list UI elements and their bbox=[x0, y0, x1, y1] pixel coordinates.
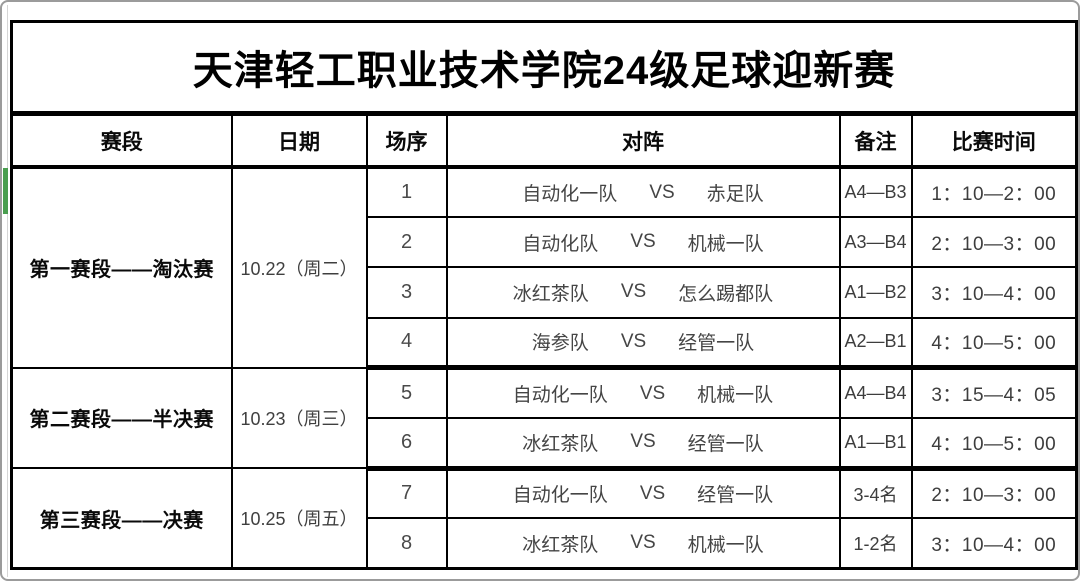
note-cell: A4—B3 bbox=[838, 166, 913, 219]
schedule-table: 天津轻工职业技术学院24级足球迎新赛 赛段 日期 场序 对阵 备注 比赛时间 第… bbox=[10, 20, 1079, 570]
home-team: 自动化队 bbox=[522, 233, 599, 255]
note-cell: A1—B1 bbox=[838, 416, 913, 471]
matchup-cell: 冰红茶队 VS 经管一队 bbox=[445, 416, 841, 471]
away-team: 赤足队 bbox=[706, 184, 764, 206]
matchup-cell: 冰红茶队 VS 机械一队 bbox=[445, 517, 841, 570]
time-cell: 4：10—5：00 bbox=[910, 316, 1078, 371]
away-team: 经管一队 bbox=[678, 333, 755, 355]
away-team: 机械一队 bbox=[697, 385, 774, 407]
match-row: 4 海参队 VS 经管一队 A2—B1 4：10—5：00 bbox=[12, 316, 1078, 371]
match-no-cell: 1 bbox=[365, 166, 448, 219]
match-row: 第二赛段——半决赛 10.23（周三） 5 自动化一队 VS 机械一队 A4—B… bbox=[10, 366, 1078, 470]
header-matchup: 对阵 bbox=[445, 112, 841, 170]
vs-label: VS bbox=[630, 231, 656, 253]
match-no-cell: 2 bbox=[365, 216, 448, 269]
match-row: 2 自动化队 VS 机械一队 A3—B4 2：10—3：00 bbox=[12, 216, 1078, 269]
matchup-cell: 自动化队 VS 机械一队 bbox=[445, 216, 841, 269]
match-no-cell: 4 bbox=[365, 316, 448, 371]
vs-label: VS bbox=[649, 181, 675, 203]
match-no-cell: 3 bbox=[365, 266, 448, 319]
time-cell: 3：10—4：00 bbox=[910, 266, 1078, 319]
time-cell: 3：10—4：00 bbox=[910, 517, 1078, 570]
header-stage: 赛段 bbox=[10, 112, 233, 170]
note-cell: A1—B2 bbox=[838, 266, 913, 319]
match-no-cell: 6 bbox=[365, 416, 448, 471]
match-no-cell: 7 bbox=[365, 467, 448, 520]
time-cell: 2：10—3：00 bbox=[910, 216, 1078, 269]
matchup-cell: 自动化一队 VS 机械一队 bbox=[445, 366, 841, 419]
header-date: 日期 bbox=[230, 112, 368, 170]
home-team: 冰红茶队 bbox=[522, 433, 599, 455]
home-team: 自动化一队 bbox=[512, 485, 608, 507]
home-team: 海参队 bbox=[531, 333, 589, 355]
page-title: 天津轻工职业技术学院24级足球迎新赛 bbox=[10, 20, 1078, 117]
vs-label: VS bbox=[620, 281, 647, 303]
time-cell: 3：15—4：05 bbox=[910, 366, 1078, 419]
note-cell: A4—B4 bbox=[838, 366, 913, 419]
match-row: 第一赛段——淘汰赛 10.22（周二） 1 自动化一队 VS 赤足队 A4—B3… bbox=[10, 166, 1078, 369]
header-order: 场序 bbox=[365, 112, 448, 170]
away-team: 经管一队 bbox=[687, 433, 764, 455]
header-note: 备注 bbox=[838, 112, 913, 170]
match-row: 3 冰红茶队 VS 怎么踢都队 A1—B2 3：10—4：00 bbox=[12, 266, 1078, 319]
stage-cell: 第二赛段——半决赛 bbox=[10, 366, 233, 470]
sheet-gutter-line bbox=[7, 5, 8, 577]
match-row: 第三赛段——决赛 10.25（周五） 7 自动化一队 VS 经管一队 3-4名 … bbox=[10, 467, 1078, 570]
home-team: 冰红茶队 bbox=[512, 283, 589, 305]
matchup-cell: 海参队 VS 经管一队 bbox=[445, 316, 841, 371]
match-no-cell: 5 bbox=[365, 366, 448, 419]
note-cell: 1-2名 bbox=[838, 517, 913, 570]
match-row: 8 冰红茶队 VS 机械一队 1-2名 3：10—4：00 bbox=[12, 517, 1078, 570]
header-time: 比赛时间 bbox=[910, 112, 1078, 170]
time-cell: 1：10—2：00 bbox=[910, 166, 1078, 219]
vs-label: VS bbox=[630, 532, 656, 554]
vs-label: VS bbox=[630, 431, 656, 453]
home-team: 自动化一队 bbox=[522, 184, 618, 206]
away-team: 经管一队 bbox=[697, 485, 774, 507]
header-row: 赛段 日期 场序 对阵 备注 比赛时间 bbox=[10, 112, 1078, 170]
time-cell: 2：10—3：00 bbox=[910, 467, 1078, 520]
vs-label: VS bbox=[639, 382, 666, 404]
home-team: 冰红茶队 bbox=[522, 534, 599, 556]
title-row: 天津轻工职业技术学院24级足球迎新赛 bbox=[10, 20, 1078, 117]
date-cell: 10.25（周五） bbox=[230, 467, 368, 570]
stage-cell: 第一赛段——淘汰赛 bbox=[10, 166, 233, 369]
date-cell: 10.23（周三） bbox=[230, 366, 368, 470]
away-team: 机械一队 bbox=[687, 534, 764, 556]
time-cell: 4：10—5：00 bbox=[910, 416, 1078, 471]
note-cell: 3-4名 bbox=[838, 467, 913, 520]
home-team: 自动化一队 bbox=[512, 385, 608, 407]
away-team: 怎么踢都队 bbox=[678, 283, 774, 305]
matchup-cell: 冰红茶队 VS 怎么踢都队 bbox=[445, 266, 841, 319]
match-row: 6 冰红茶队 VS 经管一队 A1—B1 4：10—5：00 bbox=[12, 416, 1078, 471]
matchup-cell: 自动化一队 VS 经管一队 bbox=[445, 467, 841, 520]
away-team: 机械一队 bbox=[687, 233, 764, 255]
stage-cell: 第三赛段——决赛 bbox=[10, 467, 233, 570]
vs-label: VS bbox=[620, 330, 647, 352]
match-no-cell: 8 bbox=[365, 517, 448, 570]
matchup-cell: 自动化一队 VS 赤足队 bbox=[445, 166, 841, 219]
date-cell: 10.22（周二） bbox=[230, 166, 368, 369]
vs-label: VS bbox=[639, 482, 666, 504]
note-cell: A3—B4 bbox=[838, 216, 913, 269]
row-selection-indicator bbox=[3, 168, 8, 214]
note-cell: A2—B1 bbox=[838, 316, 913, 371]
